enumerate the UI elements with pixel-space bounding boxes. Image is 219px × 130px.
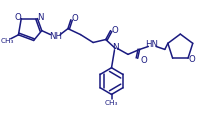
- Text: N: N: [37, 13, 44, 22]
- Text: CH₃: CH₃: [105, 100, 118, 106]
- Text: O: O: [140, 56, 147, 65]
- Text: O: O: [189, 55, 195, 64]
- Text: O: O: [111, 26, 118, 35]
- Text: CH₃: CH₃: [1, 38, 14, 44]
- Text: O: O: [14, 13, 21, 22]
- Text: N: N: [112, 43, 119, 52]
- Text: O: O: [71, 14, 78, 23]
- Text: NH: NH: [49, 32, 62, 41]
- Text: HN: HN: [145, 40, 158, 49]
